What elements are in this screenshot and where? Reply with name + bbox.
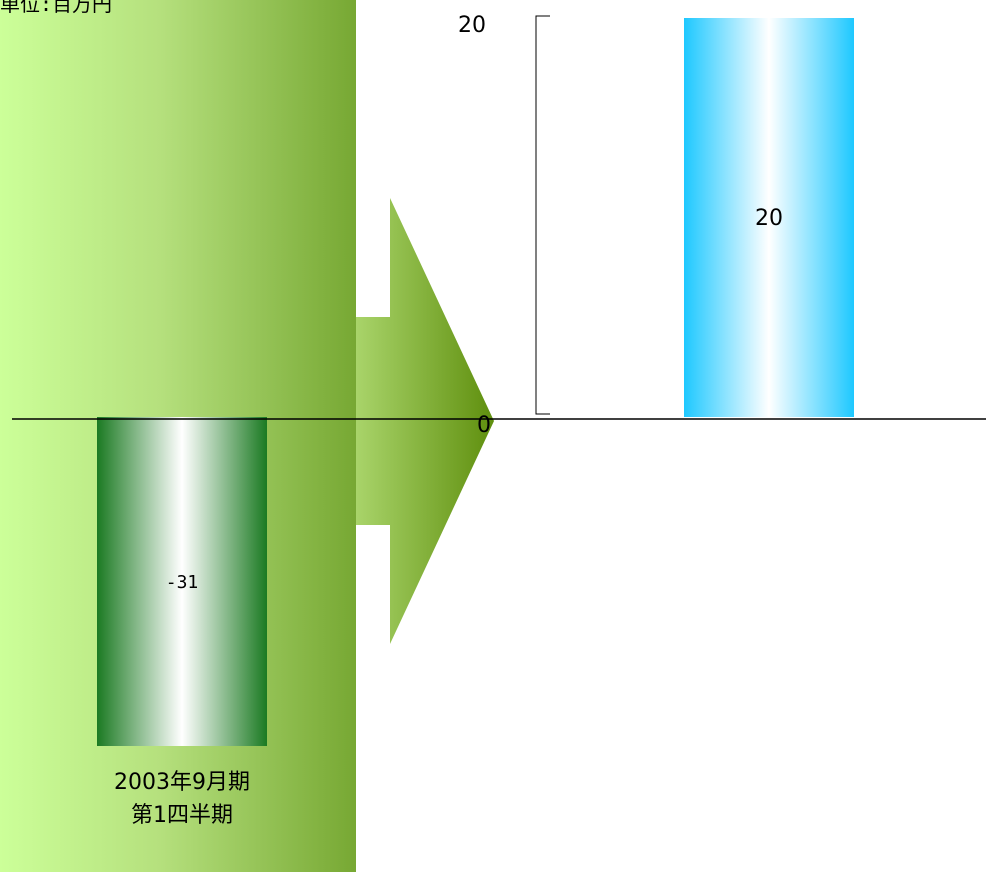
category-label-line-1: 2003年9月期 [114,770,250,795]
category-label: 2003年9月期 第1四半期 [62,766,302,832]
category-label-line-2: 第1四半期 [131,803,233,828]
y-tick-label: 20 [458,13,486,38]
transition-arrow [356,198,494,644]
bar-negative [97,417,267,746]
bar-data-label: -31 [166,572,199,593]
bar-positive [684,18,854,417]
bars-layer [97,18,854,746]
bar-data-label: 20 [755,206,783,231]
labels-layer: -31 20 0 20 [166,13,783,593]
unit-label: 単位:百万円 [0,0,113,16]
y-tick-label: 0 [477,413,491,438]
value-axis-bracket [535,15,550,415]
